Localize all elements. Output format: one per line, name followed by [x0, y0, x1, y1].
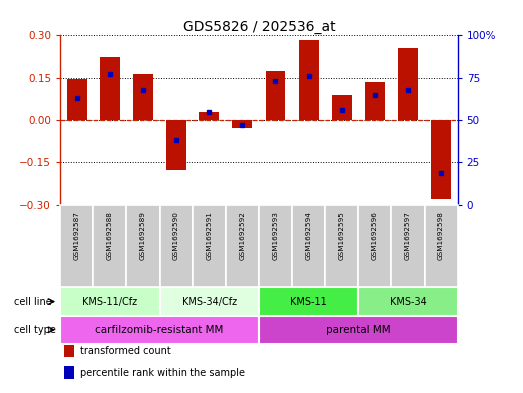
Text: GSM1692593: GSM1692593 — [272, 211, 278, 260]
Text: KMS-34: KMS-34 — [390, 297, 426, 307]
Text: GSM1692594: GSM1692594 — [305, 211, 312, 260]
Bar — [160, 287, 259, 316]
Bar — [60, 205, 93, 287]
Bar — [60, 287, 160, 316]
Text: GSM1692591: GSM1692591 — [206, 211, 212, 260]
Bar — [259, 316, 458, 344]
Bar — [160, 205, 192, 287]
Bar — [431, 120, 451, 199]
Text: percentile rank within the sample: percentile rank within the sample — [80, 368, 245, 378]
Bar — [166, 120, 186, 170]
Bar — [299, 40, 319, 120]
Text: GSM1692598: GSM1692598 — [438, 211, 444, 260]
Text: transformed count: transformed count — [80, 346, 171, 356]
Bar — [199, 112, 219, 120]
Bar — [391, 205, 425, 287]
Text: KMS-11/Cfz: KMS-11/Cfz — [82, 297, 138, 307]
Text: GSM1692588: GSM1692588 — [107, 211, 113, 260]
Text: carfilzomib-resistant MM: carfilzomib-resistant MM — [95, 325, 224, 335]
Bar — [358, 287, 458, 316]
Bar — [365, 82, 385, 120]
Bar — [425, 205, 458, 287]
Text: cell type: cell type — [15, 325, 56, 335]
Text: GSM1692596: GSM1692596 — [372, 211, 378, 260]
Bar — [127, 205, 160, 287]
Text: GSM1692590: GSM1692590 — [173, 211, 179, 260]
Bar — [398, 48, 418, 120]
Bar — [64, 345, 74, 358]
Text: cell line: cell line — [15, 297, 52, 307]
Text: GSM1692587: GSM1692587 — [74, 211, 79, 260]
Text: GSM1692595: GSM1692595 — [339, 211, 345, 260]
Text: GSM1692597: GSM1692597 — [405, 211, 411, 260]
Text: KMS-11: KMS-11 — [290, 297, 327, 307]
Text: GSM1692592: GSM1692592 — [240, 211, 245, 260]
Bar — [93, 205, 127, 287]
Bar — [67, 79, 87, 120]
Bar — [100, 57, 120, 120]
Bar — [332, 95, 351, 120]
Text: GSM1692589: GSM1692589 — [140, 211, 146, 260]
Bar — [226, 205, 259, 287]
Bar — [232, 120, 252, 129]
Bar — [325, 205, 358, 287]
Bar — [266, 72, 286, 120]
Bar — [133, 74, 153, 120]
Bar — [192, 205, 226, 287]
Bar — [358, 205, 391, 287]
Bar — [259, 205, 292, 287]
Text: parental MM: parental MM — [326, 325, 391, 335]
Bar — [259, 287, 358, 316]
Text: KMS-34/Cfz: KMS-34/Cfz — [181, 297, 237, 307]
Bar — [292, 205, 325, 287]
Bar — [60, 316, 259, 344]
Bar — [64, 367, 74, 379]
Title: GDS5826 / 202536_at: GDS5826 / 202536_at — [183, 20, 335, 34]
